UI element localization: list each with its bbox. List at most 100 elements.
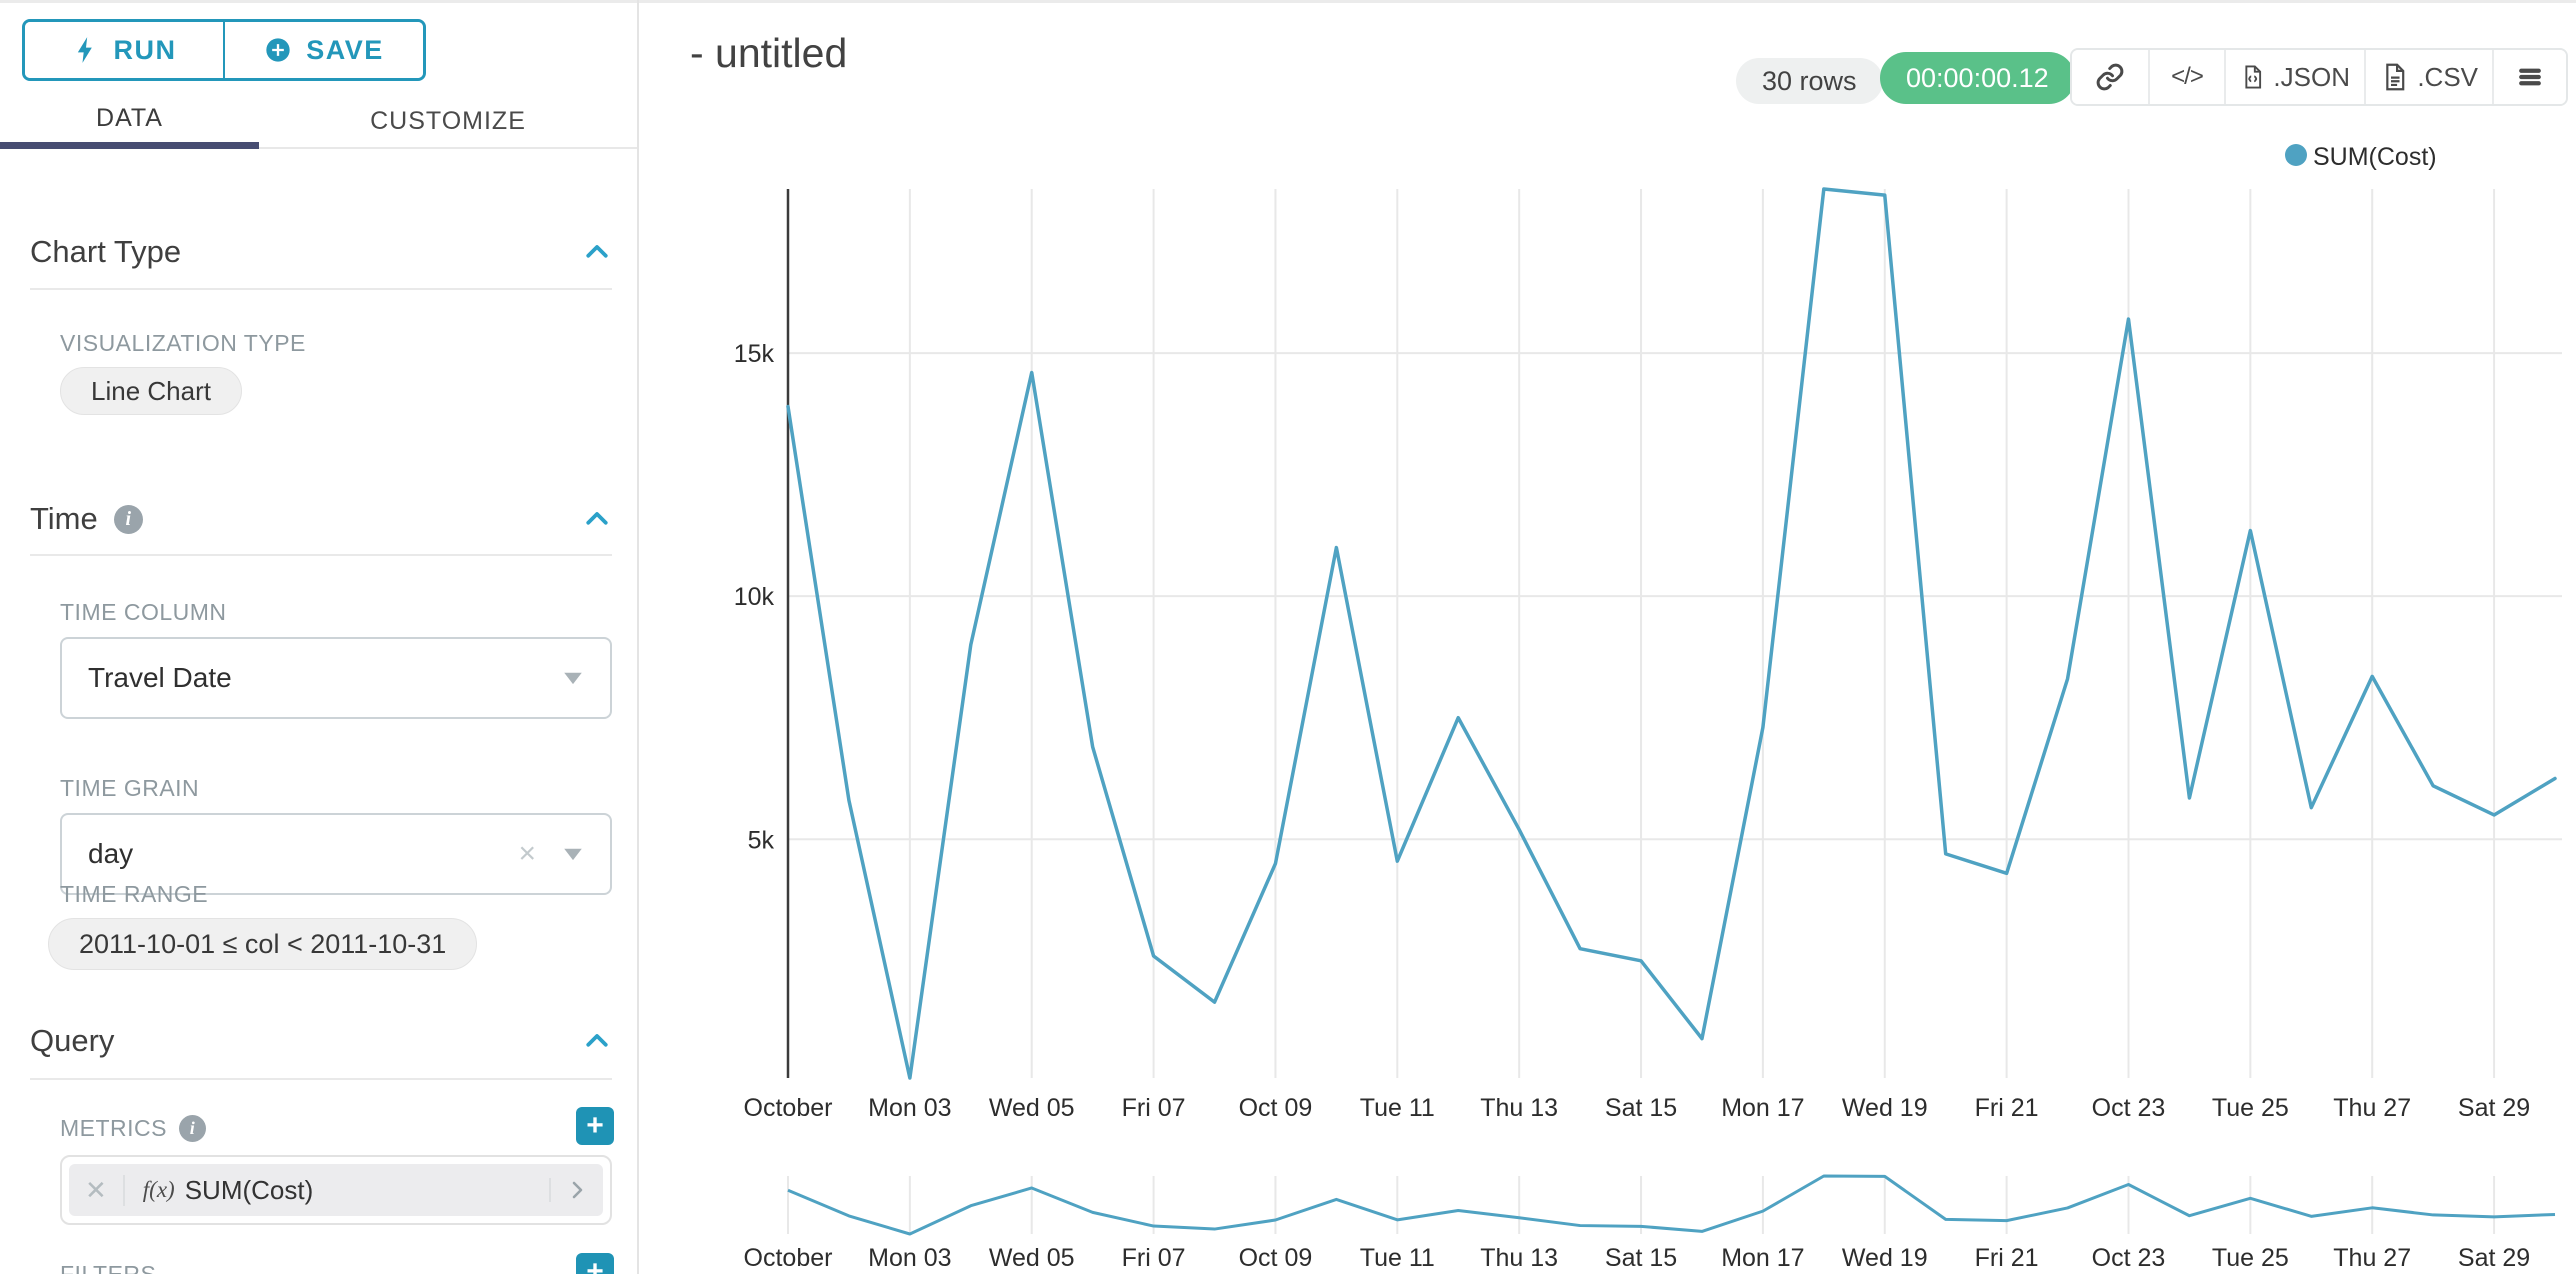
row-count-badge: 30 rows [1736, 58, 1883, 104]
mini-chart-tick-label: Oct 23 [2092, 1244, 2166, 1272]
hamburger-menu-icon [2519, 68, 2541, 86]
section-chart-type-header: Chart Type [30, 232, 612, 272]
tab-data[interactable]: DATA [0, 95, 259, 149]
section-chart-type-title: Chart Type [30, 234, 182, 269]
mini-chart-tick-label: Tue 11 [1360, 1244, 1435, 1272]
remove-metric-icon[interactable]: ✕ [69, 1174, 125, 1206]
divider [30, 288, 612, 290]
add-filter-button[interactable]: + [576, 1253, 614, 1274]
mini-chart-tick-label: Mon 03 [868, 1244, 951, 1272]
link-icon [2096, 63, 2124, 91]
line-chart[interactable]: 5k 10k 15k October October Mon 03 Mon 03 Wed 05… [637, 134, 2576, 1274]
chart-title[interactable]: - untitled [690, 30, 848, 76]
info-icon: i [179, 1115, 206, 1142]
x-axis-tick-label: Wed 05 [989, 1094, 1075, 1122]
share-link-button[interactable] [2072, 50, 2148, 104]
x-axis-tick-label: Oct 23 [2092, 1094, 2166, 1122]
x-axis-tick-label: October [744, 1094, 833, 1122]
time-column-label: TIME COLUMN [60, 599, 227, 626]
run-button[interactable]: RUN [25, 22, 223, 78]
export-json-button[interactable]: .JSON [2224, 50, 2364, 104]
y-axis-tick-label: 10k [734, 583, 775, 611]
metric-name: SUM(Cost) [184, 1174, 314, 1205]
panel-tabs: DATA CUSTOMIZE [0, 95, 637, 149]
export-csv-button[interactable]: .CSV [2364, 50, 2492, 104]
code-icon: </> [2171, 63, 2204, 90]
chevron-up-icon[interactable] [582, 504, 612, 534]
time-grain-label: TIME GRAIN [60, 775, 199, 802]
mini-chart-series-line[interactable] [787, 1174, 2556, 1236]
mini-chart-tick-label: October [744, 1244, 833, 1272]
time-range-label: TIME RANGE [60, 881, 208, 908]
x-axis-tick-label: Sat 29 [2458, 1094, 2530, 1122]
lightning-bolt-icon [77, 37, 92, 63]
tab-customize-label: CUSTOMIZE [370, 106, 526, 135]
mini-chart-tick-label: Sat 15 [1605, 1244, 1677, 1272]
caret-down-icon [564, 672, 582, 685]
y-axis-tick-label: 15k [734, 340, 775, 368]
y-axis-tick-label: 5k [748, 826, 775, 854]
time-grain-label-text: TIME GRAIN [60, 775, 200, 801]
x-axis-tick-label: Wed 19 [1842, 1094, 1928, 1122]
chevron-up-icon[interactable] [582, 1026, 612, 1056]
section-time-title: Time [30, 501, 98, 536]
x-axis-tick-label: Fri 07 [1122, 1094, 1186, 1122]
caret-down-icon [564, 848, 582, 861]
mini-chart-tick-label: Fri 21 [1975, 1244, 2039, 1272]
csv-file-icon [2386, 63, 2405, 91]
clear-icon[interactable]: × [518, 837, 536, 870]
legend-swatch[interactable] [2285, 144, 2307, 166]
save-button-label: SAVE [306, 34, 384, 65]
mini-chart-tick-label: Wed 19 [1842, 1244, 1928, 1272]
query-timer-badge: 00:00:00.12 [1880, 52, 2075, 104]
mini-chart-tick-label: Wed 05 [989, 1244, 1075, 1272]
tab-customize[interactable]: CUSTOMIZE [259, 95, 637, 149]
section-time-header: Time i [30, 499, 612, 539]
x-axis-tick-label: Fri 21 [1975, 1094, 2039, 1122]
section-query-header: Query [30, 1021, 612, 1061]
viz-type-pill[interactable]: Line Chart [60, 367, 242, 415]
chevron-right-icon [572, 1181, 583, 1199]
mini-chart-tick-label: Mon 17 [1721, 1244, 1804, 1272]
divider [30, 1078, 612, 1080]
x-axis-tick-label: Mon 03 [868, 1094, 951, 1122]
filters-label: FILTERS [60, 1261, 156, 1274]
expand-metric-control[interactable] [549, 1178, 603, 1202]
metrics-label: METRICS i [60, 1115, 206, 1142]
section-query-title: Query [30, 1023, 115, 1058]
x-axis-tick-label: Thu 13 [1480, 1094, 1558, 1122]
filters-label-text: FILTERS [60, 1261, 157, 1274]
time-grain-value: day [88, 838, 134, 869]
chart-menu-button[interactable] [2492, 50, 2566, 104]
divider [30, 554, 612, 556]
mini-chart-tick-label: Sat 29 [2458, 1244, 2530, 1272]
legend-label[interactable]: SUM(Cost) [2313, 143, 2437, 171]
add-metric-button[interactable]: + [576, 1107, 614, 1145]
time-range-value: 2011-10-01 ≤ col < 2011-10-31 [79, 928, 447, 959]
viz-type-label-text: VISUALIZATION TYPE [60, 330, 306, 356]
chart-canvas[interactable]: 5k 10k 15k October October Mon 03 Mon 03 Wed 05… [637, 134, 2576, 1274]
control-panel: RUN SAVE DATA CUSTOMIZE Chart Type VISUA… [0, 3, 637, 1274]
x-axis-tick-label: Sat 15 [1605, 1094, 1677, 1122]
metrics-label-text: METRICS [60, 1115, 167, 1141]
run-button-label: RUN [113, 34, 177, 65]
time-grain-select[interactable]: day × [60, 813, 612, 895]
save-button[interactable]: SAVE [223, 22, 423, 78]
view-query-button[interactable]: </> [2148, 50, 2224, 104]
mini-chart-tick-label: Fri 07 [1122, 1244, 1186, 1272]
time-range-pill[interactable]: 2011-10-01 ≤ col < 2011-10-31 [48, 918, 478, 970]
query-timer-text: 00:00:00.12 [1906, 62, 2049, 93]
time-column-select[interactable]: Travel Date [60, 637, 612, 719]
x-axis-tick-label: Oct 09 [1239, 1094, 1313, 1122]
panel-divider [637, 0, 639, 1274]
mini-chart-tick-label: Tue 25 [2212, 1244, 2289, 1272]
page-top-border [0, 0, 2576, 3]
time-column-label-text: TIME COLUMN [60, 599, 227, 625]
chevron-up-icon[interactable] [582, 237, 612, 267]
info-icon: i [113, 504, 143, 534]
metric-pill[interactable]: ✕ f(x) SUM(Cost) [69, 1164, 603, 1216]
x-axis-tick-label: Mon 17 [1721, 1094, 1804, 1122]
time-column-value: Travel Date [88, 662, 232, 693]
mini-chart-tick-label: Thu 13 [1480, 1244, 1558, 1272]
x-axis-tick-label: Thu 27 [2333, 1094, 2411, 1122]
